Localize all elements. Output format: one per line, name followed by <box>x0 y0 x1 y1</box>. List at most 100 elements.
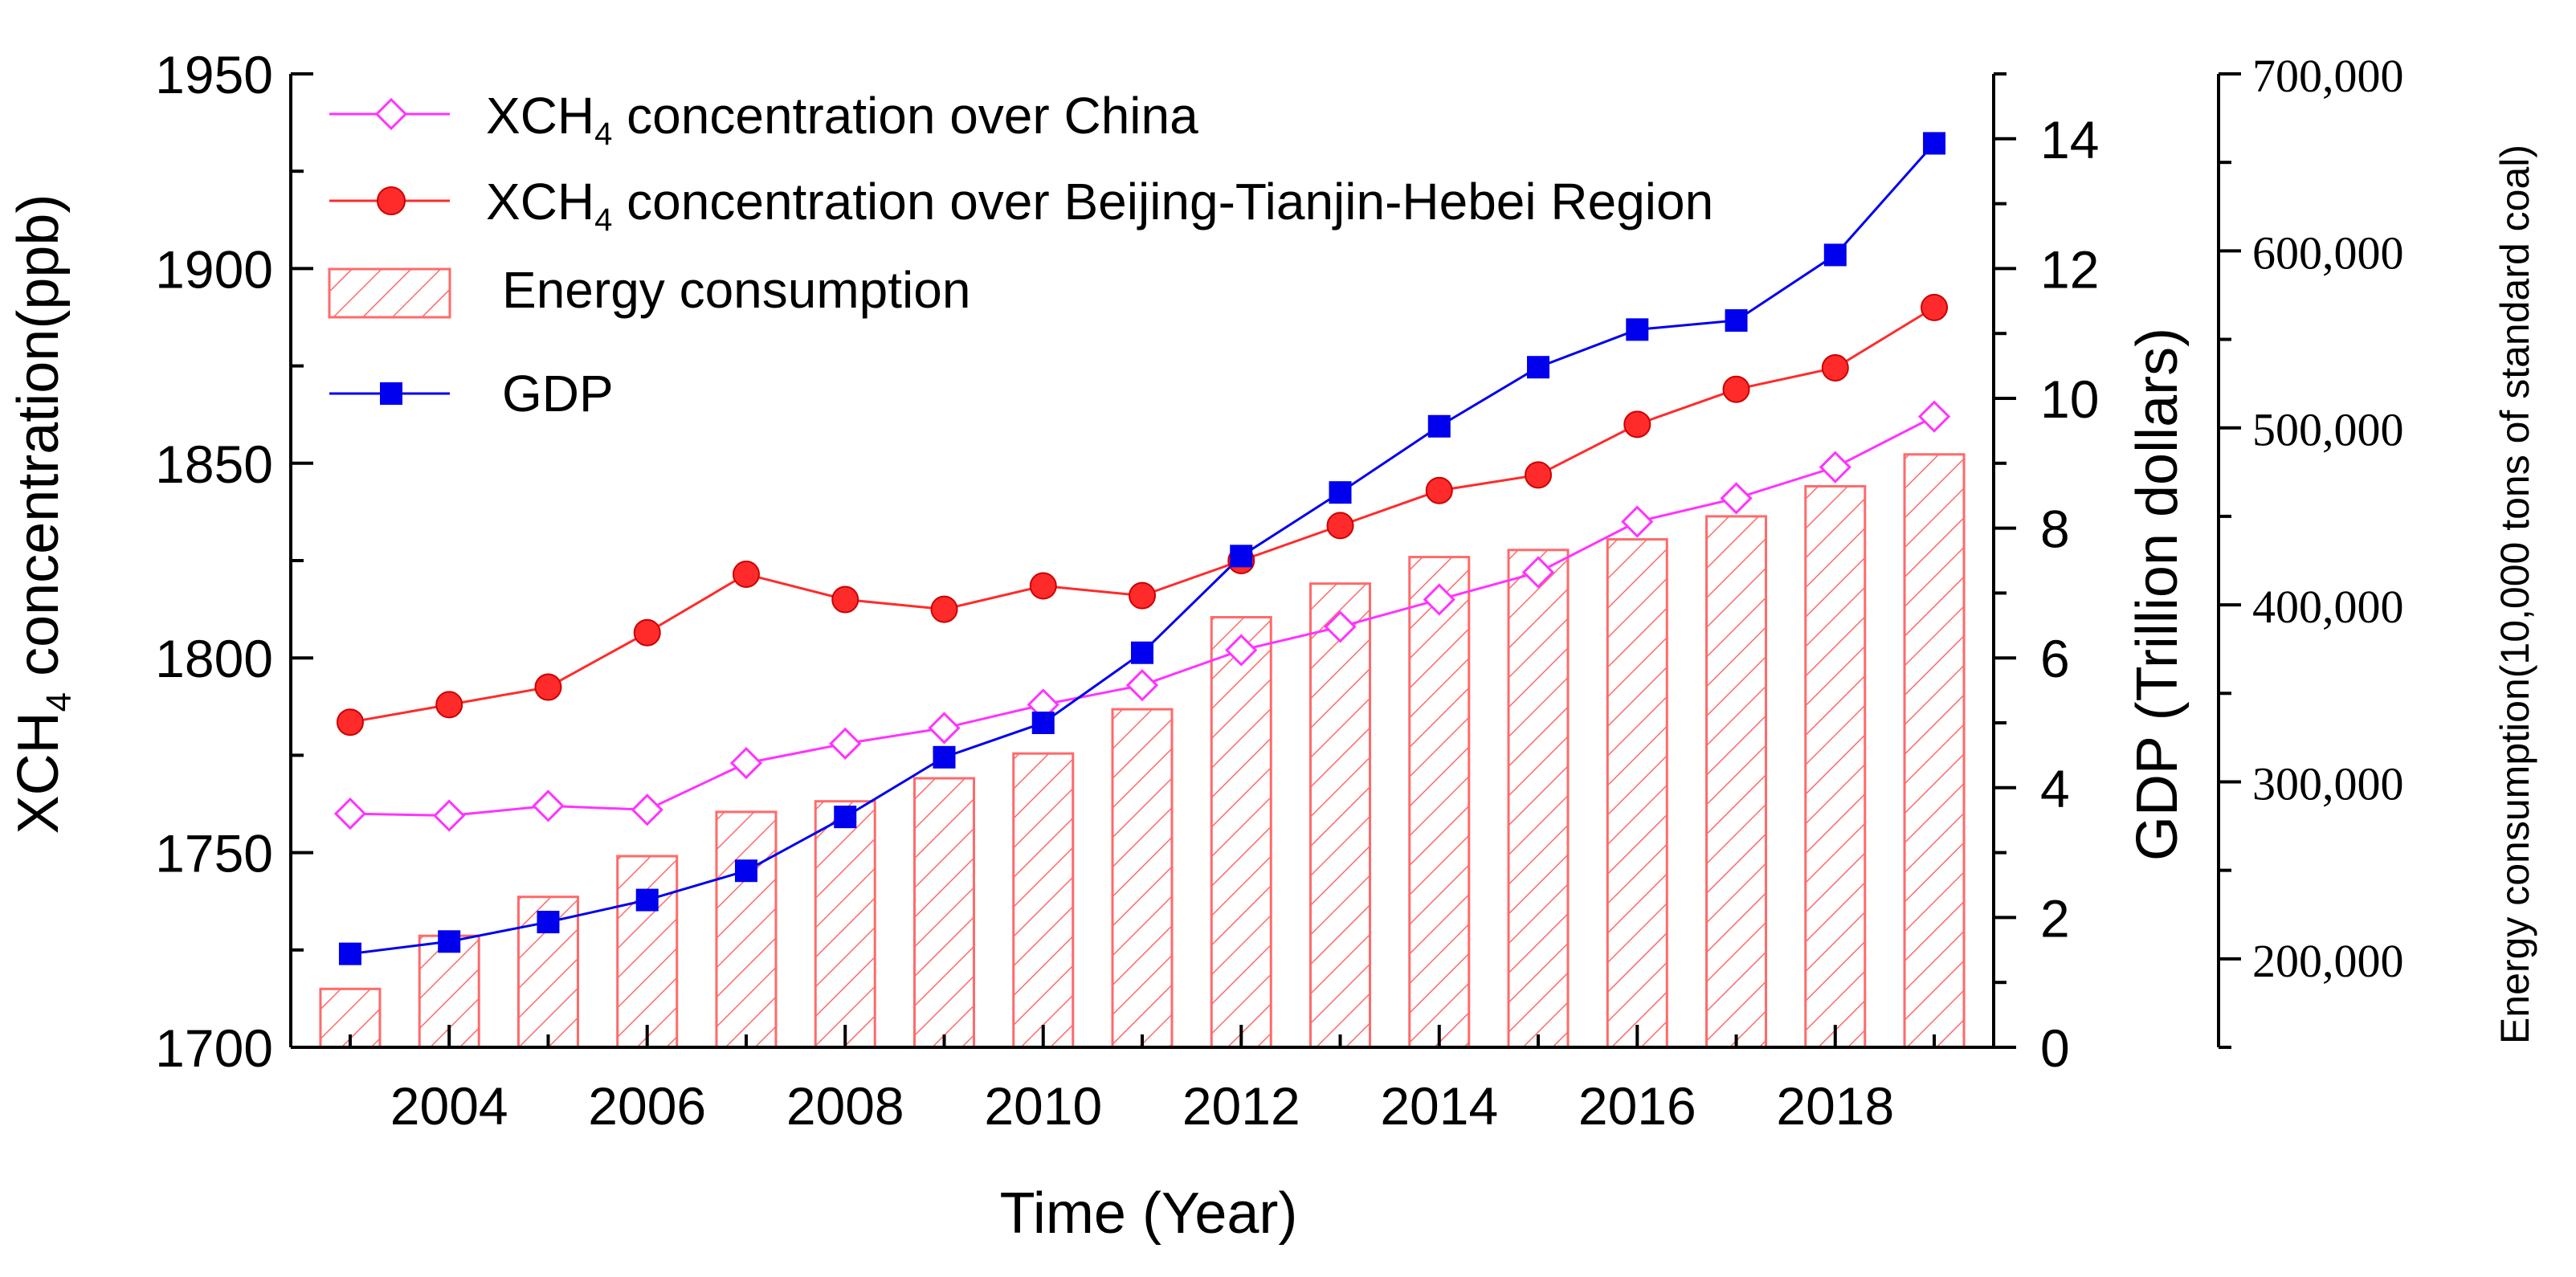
china-point <box>829 727 862 760</box>
x-axis-tick-label: 2012 <box>1182 1076 1300 1136</box>
gdp-axis-tick-label: 2 <box>2040 888 2070 948</box>
left-axis-title: XCH4 concentration(ppb) <box>6 194 79 834</box>
energy-bar <box>1507 549 1570 1049</box>
gdp-point <box>1823 243 1847 267</box>
bth-point <box>1029 572 1057 600</box>
legend-entry-bth: XCH4 concentration over Beijing-Tianjin-… <box>329 173 1713 238</box>
legend-marker-bth <box>377 186 406 215</box>
bth-point <box>930 595 958 623</box>
x-axis-tick-label: 2008 <box>786 1076 904 1136</box>
x-axis-tick-label: 2018 <box>1776 1076 1894 1136</box>
bth-point <box>1425 476 1453 504</box>
gdp-axis-title: GDP (Trillion dollars) <box>2125 328 2190 861</box>
energy-bar <box>912 777 975 1049</box>
bth-point <box>1921 293 1949 321</box>
energy-bar <box>1012 752 1075 1049</box>
china-point <box>532 789 565 822</box>
china-point <box>1225 634 1258 667</box>
gdp-point <box>537 911 560 934</box>
left-axis-tick-label: 1850 <box>155 435 273 494</box>
gdp-point <box>1923 132 1946 155</box>
legend-marker-energy <box>328 267 451 319</box>
legend-label-bth: XCH4 concentration over Beijing-Tianjin-… <box>486 173 1713 238</box>
china-point <box>1125 669 1159 702</box>
gdp-axis-tick-label: 8 <box>2040 500 2070 559</box>
gdp-axis-tick-label: 12 <box>2040 239 2099 299</box>
series-markers <box>333 132 1951 965</box>
bth-point <box>1326 512 1354 540</box>
left-axis-tick-label: 1750 <box>155 824 273 883</box>
energy-axis-tick-label: 600,000 <box>2252 226 2404 279</box>
left-axis-tick-label: 1700 <box>155 1018 273 1078</box>
x-axis-tick-label: 2006 <box>588 1076 706 1136</box>
bth-point <box>1722 375 1750 403</box>
legend-marker-gdp <box>380 382 402 405</box>
x-axis-tick-label: 2016 <box>1578 1076 1696 1136</box>
bth-point <box>1525 461 1553 489</box>
gdp-point <box>438 930 461 953</box>
energy-bar <box>616 855 679 1049</box>
energy-bar <box>1408 556 1471 1049</box>
bth-point <box>732 560 760 588</box>
energy-bar <box>1210 616 1272 1049</box>
left-axis-tick-label: 1900 <box>155 239 273 299</box>
x-axis-tick-label: 2010 <box>984 1076 1102 1136</box>
x-axis-tick-label: 2004 <box>390 1076 508 1136</box>
legend-entry-energy: Energy consumption <box>328 261 970 319</box>
china-point <box>1819 451 1851 483</box>
china-point <box>928 712 961 745</box>
bth-point <box>336 708 364 736</box>
gdp-point <box>1427 414 1451 438</box>
china-point <box>1521 556 1555 589</box>
axes: 1700 1750 1800 1850 1900 1950 0 2 4 6 8 10 12 14 200,0… <box>155 45 2403 1136</box>
left-axis-tick-label: 1950 <box>155 45 273 104</box>
gdp-axis-tick-label: 0 <box>2040 1018 2070 1078</box>
energy-bar <box>1606 538 1668 1049</box>
gdp-point <box>933 745 956 769</box>
legend-entry-china: XCH4 concentration over China <box>329 87 1198 152</box>
gdp-axis-tick-label: 14 <box>2040 110 2099 169</box>
gdp-point <box>338 942 361 965</box>
bth-point <box>1623 410 1651 439</box>
china-point <box>729 746 763 780</box>
bth-point <box>1129 581 1156 610</box>
gdp-point <box>1527 356 1550 379</box>
gdp-point <box>635 888 659 912</box>
left-axis-tick-label: 1800 <box>155 629 273 688</box>
bth-point <box>633 618 661 647</box>
gdp-point <box>1131 641 1153 664</box>
legend-marker-china <box>374 97 408 131</box>
energy-bar <box>1804 484 1867 1049</box>
gdp-point <box>1230 545 1253 568</box>
legend-label-energy: Energy consumption <box>502 261 970 319</box>
x-axis-title: Time (Year) <box>1000 1181 1298 1246</box>
china-point <box>631 794 663 826</box>
gdp-axis-tick-label: 6 <box>2040 629 2070 688</box>
energy-axis-title: Energy consumption(10,000 tons of standa… <box>2492 145 2537 1044</box>
gdp-point <box>1626 318 1649 341</box>
legend-label-china: XCH4 concentration over China <box>486 87 1198 152</box>
bth-point <box>831 585 859 614</box>
gdp-axis-tick-label: 10 <box>2040 369 2099 429</box>
energy-bar <box>1111 708 1174 1049</box>
energy-axis-tick-label: 300,000 <box>2252 757 2404 810</box>
energy-bar <box>1309 582 1372 1049</box>
bth-point <box>435 691 463 719</box>
china-point <box>333 797 367 830</box>
china-point <box>1720 482 1753 515</box>
china-point <box>1324 610 1357 643</box>
china-point <box>433 799 466 832</box>
energy-axis-tick-label: 700,000 <box>2252 50 2404 102</box>
gdp-point <box>1031 712 1055 734</box>
gdp-point <box>1329 481 1352 504</box>
gdp-point <box>1725 309 1748 333</box>
gdp-point <box>734 859 757 883</box>
bth-point <box>1821 354 1849 382</box>
energy-bar <box>1705 515 1768 1049</box>
legend-entry-gdp: GDP <box>329 365 614 422</box>
gdp-axis-tick-label: 4 <box>2040 759 2070 818</box>
legend: XCH4 concentration over China XCH4 conce… <box>328 87 1713 422</box>
china-point <box>1917 400 1951 433</box>
bth-point <box>534 673 562 701</box>
